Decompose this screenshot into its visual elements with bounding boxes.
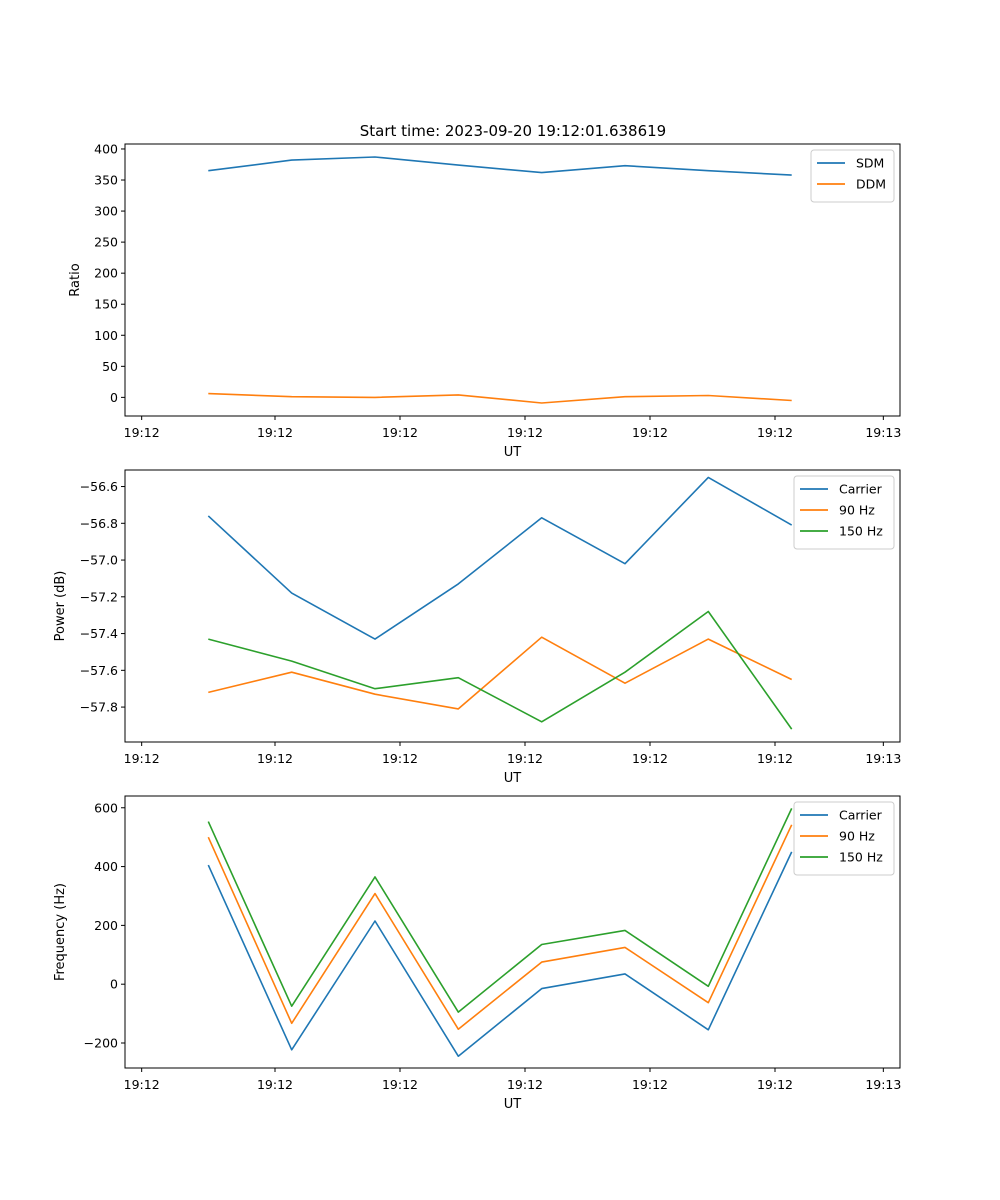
power-series-90-hz xyxy=(208,636,793,710)
figure-title: Start time: 2023-09-20 19:12:01.638619 xyxy=(360,122,666,140)
power-y-tick-label: −57.8 xyxy=(80,700,118,715)
ratio-y-tick-label: 300 xyxy=(94,204,118,219)
ratio-y-tick-label: 150 xyxy=(94,297,118,312)
power-x-tick-label: 19:12 xyxy=(124,751,160,766)
ratio-x-tick-label: 19:12 xyxy=(507,425,543,440)
power-ylabel: Power (dB) xyxy=(53,571,68,642)
power-x-tick-label: 19:13 xyxy=(865,751,901,766)
ratio-legend: SDM DDM xyxy=(810,149,895,203)
power-x-tick-label: 19:12 xyxy=(757,751,793,766)
ratio-x-tick-label: 19:12 xyxy=(382,425,418,440)
ratio-x-tick-label: 19:12 xyxy=(632,425,668,440)
frequency-y-tick-label: 400 xyxy=(94,859,118,874)
ratio-series-ddm xyxy=(208,392,792,404)
frequency-x-tick-label: 19:12 xyxy=(757,1077,793,1092)
frequency-series-carrier xyxy=(207,851,793,1057)
frequency-axes-frame xyxy=(124,795,901,1069)
power-panel: Power (dB) UT −57.8 −57.6 −57.4 −57.2 −57.0 −… xyxy=(53,469,901,786)
frequency-legend-label: 90 Hz xyxy=(839,829,875,844)
ratio-x-tick-label: 19:13 xyxy=(865,425,901,440)
ratio-y-tick-label: 400 xyxy=(94,141,118,156)
frequency-x-tick-label: 19:12 xyxy=(632,1077,668,1092)
power-series-carrier xyxy=(207,476,793,640)
power-legend-label: 90 Hz xyxy=(839,503,875,518)
power-y-tick-label: −56.8 xyxy=(80,516,118,531)
frequency-x-tick-label: 19:12 xyxy=(382,1077,418,1092)
power-x-tick-label: 19:12 xyxy=(382,751,418,766)
frequency-x-tick-label: 19:12 xyxy=(257,1077,293,1092)
ratio-xlabel: UT xyxy=(504,445,522,460)
ratio-x-tick-label: 19:12 xyxy=(257,425,293,440)
power-x-tick-label: 19:12 xyxy=(632,751,668,766)
power-axes-frame xyxy=(124,469,901,743)
frequency-y-tick-label: 0 xyxy=(110,977,118,992)
ratio-panel: Ratio UT 0 50 100 150 200 250 300 350 400 19:12 19… xyxy=(68,141,901,460)
power-y-tick-label: −56.6 xyxy=(80,479,118,494)
frequency-series-150-hz xyxy=(207,808,793,1013)
power-legend: Carrier 90 Hz 150 Hz xyxy=(793,475,895,550)
frequency-x-tick-label: 19:12 xyxy=(124,1077,160,1092)
power-xlabel: UT xyxy=(504,771,522,786)
ratio-x-tick-label: 19:12 xyxy=(124,425,160,440)
frequency-legend: Carrier 90 Hz 150 Hz xyxy=(793,801,895,876)
frequency-panel: Frequency (Hz) UT −200 0 200 400 600 19:12 19:… xyxy=(53,795,901,1112)
frequency-legend-label: Carrier xyxy=(839,808,883,823)
power-series-150-hz xyxy=(208,610,793,730)
power-x-tick-label: 19:12 xyxy=(257,751,293,766)
frequency-series-90-hz xyxy=(207,824,793,1030)
ratio-axes-frame xyxy=(124,143,901,417)
frequency-legend-label: 150 Hz xyxy=(839,850,883,865)
ratio-ylabel: Ratio xyxy=(68,263,83,296)
ratio-series-sdm xyxy=(208,156,792,176)
ratio-y-tick-label: 100 xyxy=(94,328,118,343)
power-y-tick-label: −57.0 xyxy=(80,553,118,568)
ratio-y-tick-label: 200 xyxy=(94,266,118,281)
frequency-x-tick-label: 19:12 xyxy=(507,1077,543,1092)
ratio-y-tick-label: 0 xyxy=(110,390,118,405)
frequency-xlabel: UT xyxy=(504,1097,522,1112)
power-y-tick-label: −57.6 xyxy=(80,663,118,678)
power-y-tick-label: −57.4 xyxy=(80,626,118,641)
ratio-x-tick-label: 19:12 xyxy=(757,425,793,440)
power-legend-label: Carrier xyxy=(839,482,883,497)
frequency-y-tick-label: 200 xyxy=(94,918,118,933)
frequency-y-tick-label: 600 xyxy=(94,800,118,815)
ratio-legend-label: DDM xyxy=(856,177,886,192)
frequency-y-tick-label: −200 xyxy=(84,1036,118,1051)
ratio-y-tick-label: 50 xyxy=(102,359,118,374)
ratio-legend-label: SDM xyxy=(856,156,884,171)
power-legend-label: 150 Hz xyxy=(839,524,883,539)
ratio-y-tick-label: 250 xyxy=(94,235,118,250)
frequency-x-tick-label: 19:13 xyxy=(865,1077,901,1092)
frequency-ylabel: Frequency (Hz) xyxy=(53,883,68,981)
power-y-tick-label: −57.2 xyxy=(80,589,118,604)
ratio-y-tick-label: 350 xyxy=(94,173,118,188)
power-x-tick-label: 19:12 xyxy=(507,751,543,766)
